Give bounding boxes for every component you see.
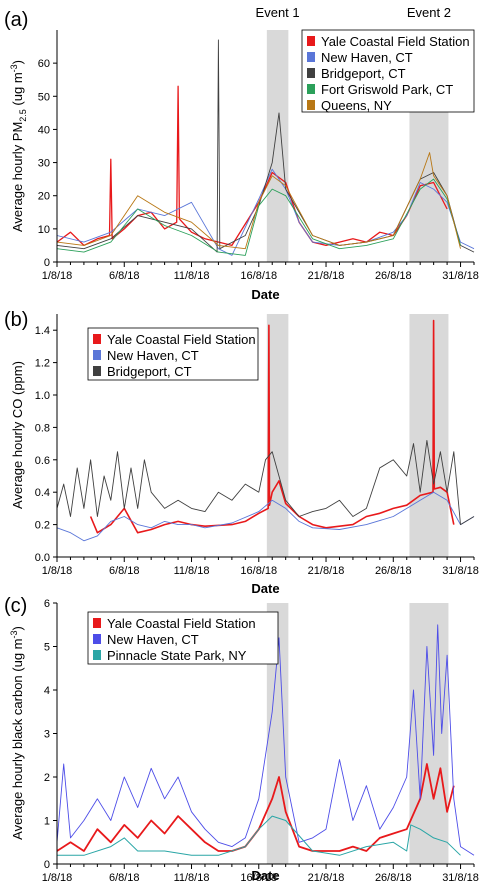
x-tick-label: 16/8/18 [240, 872, 277, 884]
panel-label: (b) [4, 309, 28, 331]
legend-swatch [307, 52, 315, 62]
y-tick-label: 1 [44, 816, 50, 828]
y-tick-label: 20 [38, 191, 50, 203]
event-label: Event 1 [256, 5, 300, 20]
x-tick-label: 21/8/18 [308, 270, 345, 282]
x-tick-label: 6/8/18 [109, 270, 140, 282]
legend-swatch [93, 618, 101, 628]
x-tick-label: 11/8/18 [174, 565, 210, 577]
y-tick-label: 40 [38, 124, 50, 136]
series-line [56, 178, 461, 256]
x-tick-label: 31/8/18 [442, 872, 479, 884]
x-axis-label: Date [251, 287, 279, 302]
y-tick-label: 0.2 [35, 520, 50, 532]
x-tick-label: 11/8/18 [174, 872, 210, 884]
x-tick-label: 6/8/18 [109, 872, 140, 884]
y-tick-label: 0.8 [35, 422, 50, 434]
legend-entry: Queens, NY [321, 98, 392, 113]
panel-label: (c) [4, 595, 27, 617]
y-tick-label: 2 [44, 772, 50, 784]
x-tick-label: 31/8/18 [442, 565, 479, 577]
legend-swatch [307, 84, 315, 94]
legend-box [87, 611, 279, 665]
x-tick-label: 21/8/18 [308, 565, 345, 577]
series-line [56, 763, 455, 852]
chart-panel-a: Event 1 Event 2 0 10 20 30 40 50 60 1/8/18 6/8/18 1… [4, 5, 479, 302]
y-tick-label: 0.6 [35, 455, 50, 467]
y-tick-label: 0.4 [35, 487, 50, 499]
y-axis-label: Average hourly PM2.5 (ug m-3) [9, 60, 28, 232]
x-tick-label: 1/8/18 [42, 565, 73, 577]
x-tick-label: 31/8/18 [442, 270, 479, 282]
y-tick-label: 0 [44, 859, 50, 871]
series-line [89, 319, 455, 534]
x-tick-label: 16/8/18 [240, 565, 277, 577]
event-shading [409, 603, 449, 864]
y-tick-label: 0.0 [35, 552, 50, 564]
chart-panel-c: 0 1 2 3 4 5 6 1/8/18 6/8/18 11/8/18 16/8/18 21/8/18… [4, 595, 479, 884]
y-tick-label: 3 [44, 729, 50, 741]
legend-swatch [93, 634, 101, 644]
y-tick-label: 5 [44, 642, 50, 654]
legend-entry: Bridgeport, CT [321, 66, 406, 81]
x-axis-label: Date [251, 868, 279, 883]
legend-entry: Yale Coastal Field Station [107, 616, 256, 631]
y-tick-label: 6 [44, 598, 50, 610]
legend-entry: New Haven, CT [107, 632, 199, 647]
y-axis-label: Average hourly CO (ppm) [10, 361, 25, 509]
series-line [56, 624, 475, 856]
legend-swatch [307, 100, 315, 110]
event-shading [409, 314, 449, 557]
legend-entry: New Haven, CT [321, 50, 413, 65]
y-tick-label: 50 [38, 91, 50, 103]
x-tick-label: 1/8/18 [42, 270, 73, 282]
legend-swatch [307, 36, 315, 46]
x-tick-label: 11/8/18 [174, 270, 210, 282]
legend-swatch [93, 334, 101, 344]
event-label: Event 2 [407, 5, 451, 20]
legend-box [87, 327, 259, 381]
legend-swatch [93, 650, 101, 660]
legend-swatch [307, 68, 315, 78]
event-shading [266, 30, 289, 262]
legend-entry: Yale Coastal Field Station [321, 34, 470, 49]
series-line [57, 815, 461, 856]
legend-entry: New Haven, CT [107, 348, 199, 363]
y-tick-label: 60 [38, 58, 50, 70]
series-line [56, 491, 475, 542]
legend-swatch [93, 366, 101, 376]
x-tick-label: 1/8/18 [42, 872, 73, 884]
y-tick-label: 10 [38, 224, 50, 236]
x-tick-label: 26/8/18 [375, 565, 412, 577]
y-tick-label: 0 [44, 257, 50, 269]
x-tick-label: 26/8/18 [375, 872, 412, 884]
y-tick-label: 4 [44, 685, 50, 697]
legend-entry: Yale Coastal Field Station [107, 332, 256, 347]
y-axis-label: Average hourly black carbon (ug m-3) [9, 626, 25, 840]
series-line [56, 152, 461, 250]
x-tick-label: 21/8/18 [308, 872, 345, 884]
legend-entry: Bridgeport, CT [107, 364, 192, 379]
series-line [56, 439, 475, 526]
chart-panel-b: 0.0 0.2 0.4 0.6 0.8 1.0 1.2 1.4 1/8/18 6/8/18 11/8… [4, 309, 479, 596]
x-tick-label: 6/8/18 [109, 565, 140, 577]
y-tick-label: 30 [38, 158, 50, 170]
panel-label: (a) [4, 9, 28, 31]
legend-entry: Pinnacle State Park, NY [107, 648, 247, 663]
series-line [56, 85, 448, 247]
x-tick-label: 26/8/18 [375, 270, 412, 282]
legend-swatch [93, 350, 101, 360]
y-tick-label: 1.4 [35, 325, 50, 337]
y-tick-label: 1.2 [35, 358, 50, 370]
x-axis-label: Date [251, 581, 279, 596]
x-tick-label: 16/8/18 [240, 270, 277, 282]
legend-entry: Fort Griswold Park, CT [321, 82, 453, 97]
legend-box [301, 29, 475, 113]
y-tick-label: 1.0 [35, 390, 50, 402]
event-shading [266, 314, 289, 557]
